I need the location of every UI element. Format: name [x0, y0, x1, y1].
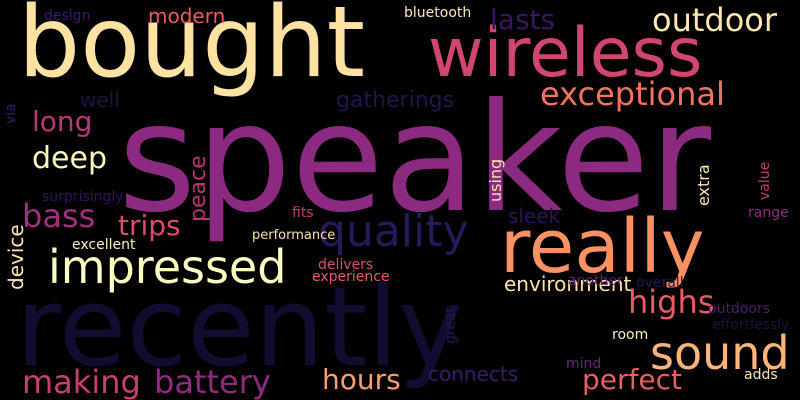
word-bass: bass	[22, 197, 96, 235]
word-wireless: wireless	[428, 14, 703, 93]
word-really: really	[500, 204, 705, 290]
word-device: outdoors	[708, 301, 770, 317]
word-sound: sound	[650, 326, 790, 380]
word-overall: surprisingly	[42, 189, 124, 205]
word-effortlessly: delivers	[318, 257, 374, 273]
word-hours: hours	[322, 363, 401, 396]
word-performance: value	[757, 161, 773, 200]
word-sleek: peace	[186, 155, 211, 222]
word-design: connects	[428, 362, 519, 386]
word-impressed: impressed	[48, 240, 287, 294]
word-perfect: perfect	[582, 363, 682, 396]
word-highs: highs	[628, 283, 715, 321]
word-long: long	[32, 105, 93, 138]
word-exceptional: exceptional	[540, 75, 725, 113]
word-fits: environment	[504, 272, 632, 296]
word-using: range	[748, 205, 789, 221]
word-extra: effortlessly	[712, 317, 790, 333]
word-outdoor: outdoor	[652, 1, 778, 39]
word-quality: quality	[318, 206, 469, 257]
word-great: adds	[744, 367, 778, 383]
word-battery: battery	[154, 363, 271, 400]
word-adds: overall	[636, 275, 684, 291]
word-mind: another	[568, 273, 623, 289]
word-deep: deep	[32, 141, 107, 176]
word-gatherings: gatherings	[336, 88, 455, 113]
word-surprisingly: using	[486, 158, 505, 202]
word-environment: device	[4, 224, 28, 290]
word-bought: bought	[18, 0, 366, 100]
word-lasts: lasts	[490, 3, 556, 36]
word-speaker: speaker	[118, 72, 712, 246]
word-another: bluetooth	[404, 5, 472, 21]
word-modern: modern	[148, 4, 226, 28]
word-via: mind	[566, 356, 602, 372]
word-recently: recently	[16, 263, 464, 391]
word-well: well	[80, 88, 120, 112]
word-connects: sleek	[508, 204, 561, 228]
word-experience: via	[3, 103, 19, 124]
word-outdoors: excellent	[72, 237, 136, 253]
word-excellent: extra	[694, 164, 713, 206]
word-range: performance	[252, 228, 336, 243]
word-value: room	[612, 327, 649, 343]
word-bluetooth: fits	[292, 205, 314, 221]
word-room: experience	[312, 269, 390, 285]
word-making: making	[22, 363, 141, 400]
word-trips: trips	[118, 209, 181, 242]
word-delivers: design	[44, 8, 91, 24]
word-peace: great	[443, 306, 459, 344]
